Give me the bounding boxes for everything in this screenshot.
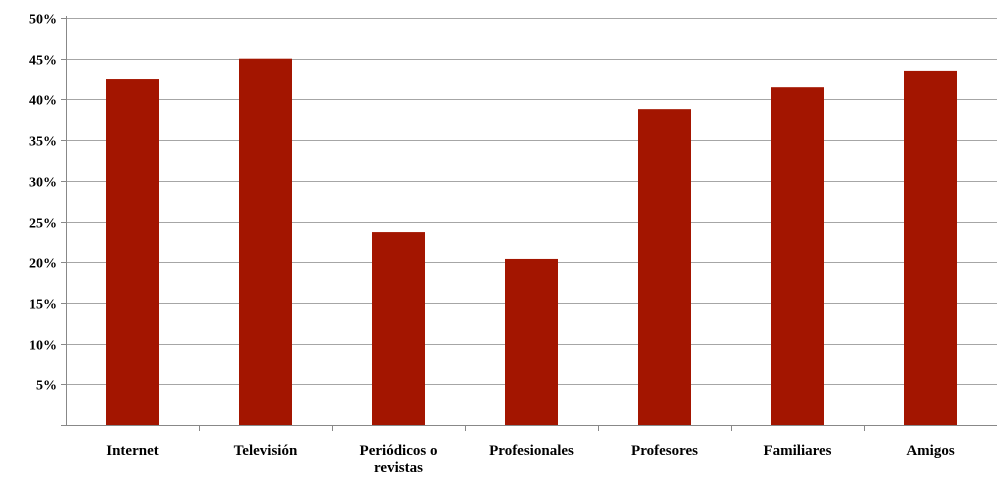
y-tick-labels: 5% 10% 15% 20% 25% 30% 35% 40% 45% 50%	[29, 13, 57, 394]
x-category-label: Familiares	[763, 443, 831, 459]
gridlines	[66, 18, 997, 385]
y-tick-label: 40%	[29, 94, 57, 109]
bar	[904, 70, 957, 425]
x-category-label: Amigos	[906, 443, 954, 459]
axes	[61, 16, 997, 431]
x-category-label: Profesores	[631, 443, 698, 459]
bar	[771, 87, 824, 425]
y-tick-label: 15%	[29, 298, 57, 313]
x-category-labels: Internet Televisión Periódicos o revistas Pr…	[106, 443, 955, 476]
y-tick-label: 25%	[29, 217, 57, 232]
bars	[106, 58, 957, 426]
x-category-label: Televisión	[234, 443, 298, 459]
x-category-label: Profesionales	[489, 443, 574, 459]
y-tick-label: 50%	[29, 13, 57, 28]
bar	[239, 58, 292, 425]
y-tick-label: 10%	[29, 339, 57, 354]
x-category-label: Periódicos o revistas	[360, 443, 438, 476]
bar	[106, 79, 159, 426]
bar	[638, 109, 691, 425]
x-category-label: Internet	[106, 443, 159, 459]
bar	[505, 258, 558, 425]
y-tick-label: 30%	[29, 176, 57, 191]
y-tick-label: 45%	[29, 54, 57, 69]
y-tick-label: 20%	[29, 257, 57, 272]
bar	[372, 232, 425, 425]
y-tick-label: 5%	[36, 379, 57, 394]
y-tick-label: 35%	[29, 135, 57, 150]
